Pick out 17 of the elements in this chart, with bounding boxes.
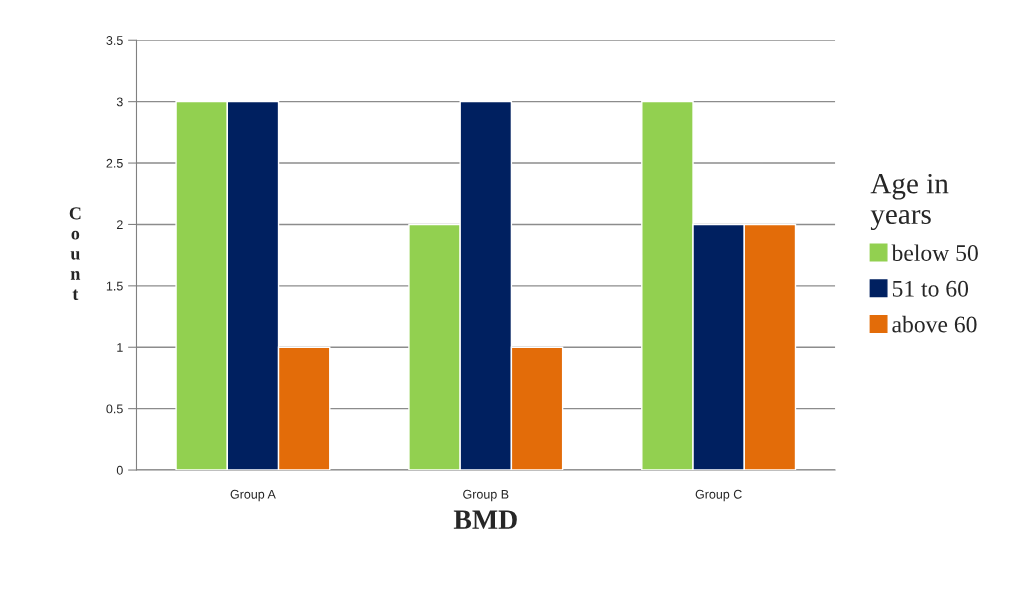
y-axis-title: Count [69,207,81,300]
x-axis-title: BMD [453,510,517,529]
y-tick-label: 3.5 [106,36,123,45]
y-tick-label: 2 [116,220,123,229]
x-tick-label: Group B [463,489,509,502]
y-tick-label: 1.5 [106,281,123,291]
y-tick-label: 2.5 [106,158,123,168]
legend-label: below 50 [891,244,978,262]
legend-title: Age in years [870,173,949,231]
y-tick-label: 0.5 [106,404,123,414]
legend-label: 51 to 60 [892,280,969,297]
x-tick-label: Group C [695,489,742,502]
y-tick-label: 3 [116,97,123,107]
x-tick-label: Group A [230,489,276,502]
y-tick-label: 1 [117,343,123,352]
legend-label: above 60 [892,315,977,333]
y-tick-label: 0 [116,465,123,475]
